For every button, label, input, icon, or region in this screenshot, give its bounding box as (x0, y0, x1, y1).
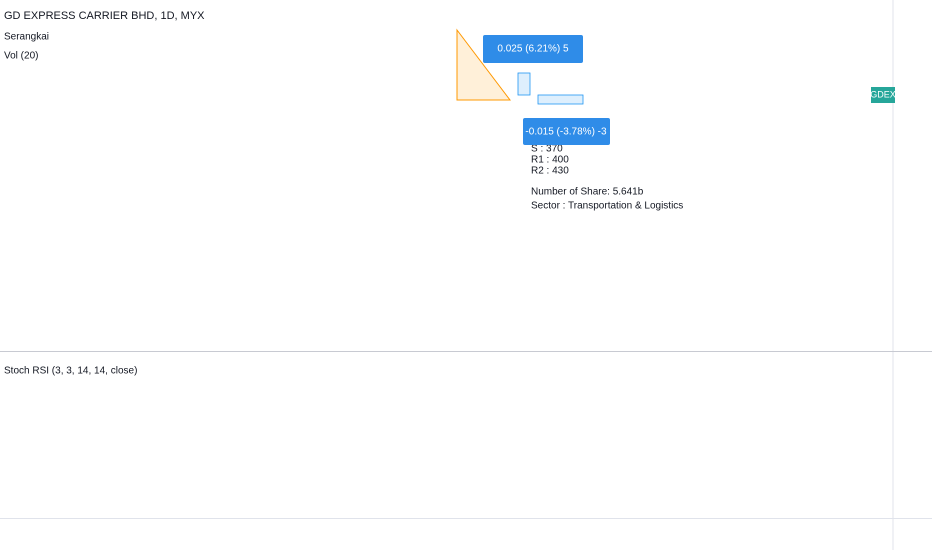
measure-box (517, 72, 531, 96)
annotation: R1 : 400 (531, 155, 569, 166)
annotation: Sector : Transportation & Logistics (531, 201, 683, 212)
price-axis (893, 0, 932, 550)
annotation: R2 : 430 (531, 166, 569, 177)
measure-text: 0.025 (6.21%) 5 (497, 44, 569, 55)
chart-title: GD EXPRESS CARRIER BHD, 1D, MYX (4, 10, 205, 22)
measure-text: -0.015 (-3.78%) -3 (525, 127, 607, 138)
measure-box (537, 94, 584, 105)
triangle-drawing (456, 28, 512, 101)
measure-label (523, 118, 610, 145)
annotation: S : 370 (531, 144, 563, 155)
oscillator-title: Stoch RSI (3, 3, 14, 14, close) (4, 366, 137, 377)
indicator-name: Serangkai (4, 32, 49, 43)
symbol-text: GDEX (870, 89, 896, 99)
measure-label (483, 35, 583, 63)
symbol-badge (871, 87, 895, 103)
indicator-name: Vol (20) (4, 51, 38, 62)
annotation: Number of Share: 5.641b (531, 187, 644, 198)
